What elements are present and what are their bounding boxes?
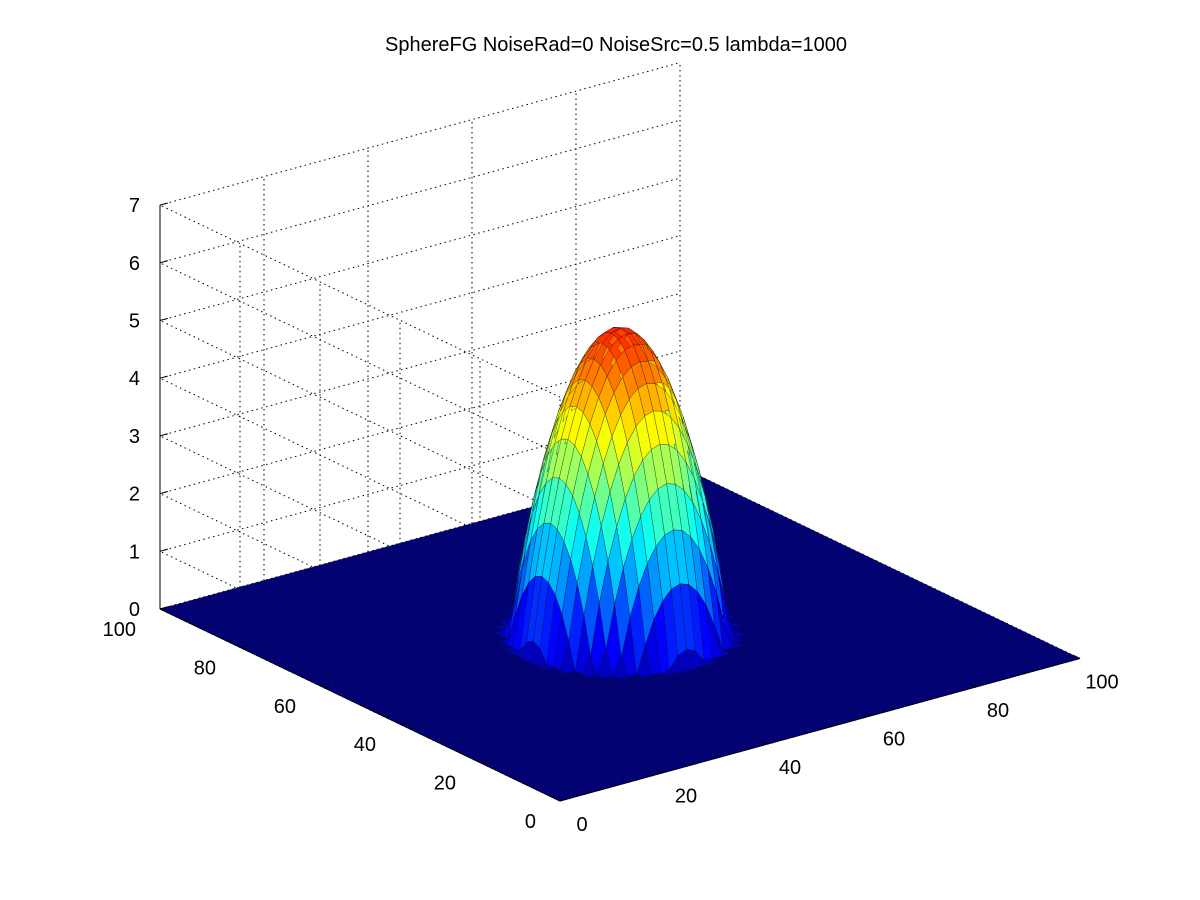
grid-line-z: [159, 177, 681, 321]
y-tick-label: 60: [274, 696, 296, 718]
x-tick-label: 40: [779, 757, 801, 779]
z-tick-label: 0: [129, 599, 140, 621]
y-tick-label: 80: [194, 657, 216, 679]
z-tick-mark: [159, 317, 168, 321]
z-tick-label: 2: [129, 484, 140, 506]
z-tick-mark: [159, 490, 168, 495]
x-tick-label: 0: [576, 814, 587, 836]
z-tick-label: 1: [129, 541, 140, 563]
x-tick-label: 60: [883, 729, 905, 751]
y-tick-label: 40: [354, 734, 376, 756]
z-tick-label: 3: [129, 426, 140, 448]
grid-line-z: [159, 62, 681, 206]
grid-line-z: [159, 320, 561, 513]
z-tick-mark: [159, 260, 168, 264]
y-tick-label: 0: [525, 811, 536, 833]
z-tick-mark: [159, 433, 168, 437]
grid-line-z: [159, 119, 681, 264]
x-tick-label: 80: [987, 700, 1009, 722]
z-tick-mark: [159, 375, 168, 379]
z-tick-mark: [159, 202, 168, 206]
z-tick-label: 5: [129, 311, 140, 333]
y-tick-label: 20: [434, 773, 456, 795]
y-tick-label: 100: [103, 619, 136, 641]
z-tick-label: 4: [129, 368, 140, 390]
surface-mesh: [159, 327, 1081, 802]
z-tick-mark: [159, 548, 168, 552]
grid-line-z: [159, 262, 561, 456]
x-tick-label: 100: [1085, 672, 1118, 694]
x-tick-label: 20: [675, 786, 697, 808]
z-tick-label: 6: [129, 253, 140, 275]
z-tick-label: 7: [129, 195, 140, 217]
chart-title: SphereFG NoiseRad=0 NoiseSrc=0.5 lambda=…: [385, 34, 847, 56]
grid-line-z: [159, 204, 561, 398]
